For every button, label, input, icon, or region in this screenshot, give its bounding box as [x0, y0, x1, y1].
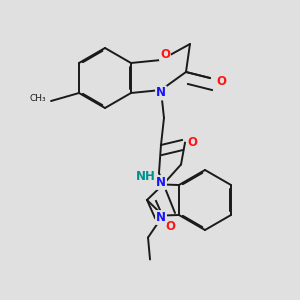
Text: N: N	[156, 211, 166, 224]
Text: N: N	[156, 86, 166, 100]
Text: N: N	[156, 176, 166, 189]
Text: O: O	[216, 76, 226, 88]
Text: NH: NH	[136, 169, 156, 182]
Text: O: O	[165, 220, 175, 232]
Text: O: O	[187, 136, 197, 148]
Text: O: O	[160, 47, 170, 61]
Text: CH₃: CH₃	[29, 94, 46, 103]
